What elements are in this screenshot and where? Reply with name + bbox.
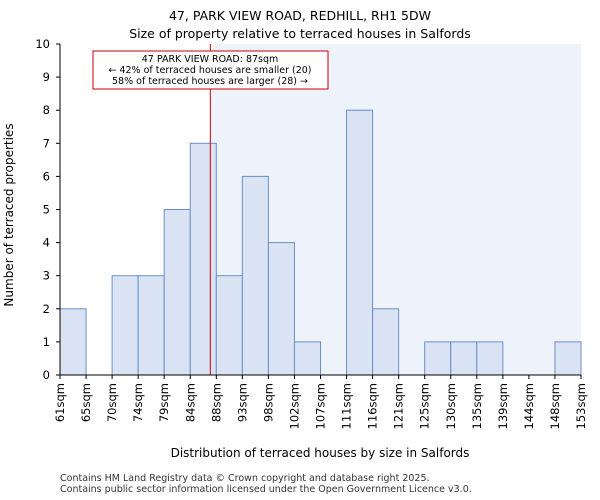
y-tick-label: 6 bbox=[43, 169, 50, 183]
y-tick-label: 0 bbox=[43, 368, 50, 382]
chart-title: 47, PARK VIEW ROAD, REDHILL, RH1 5DW bbox=[168, 8, 431, 23]
bar-79sqm bbox=[163, 209, 191, 376]
y-tick-label: 2 bbox=[43, 302, 50, 316]
x-tick-label: 61sqm bbox=[53, 383, 67, 422]
bar-148sqm bbox=[554, 341, 582, 376]
footer-line-1: Contains HM Land Registry data © Crown c… bbox=[60, 473, 430, 484]
y-tick-label: 8 bbox=[43, 103, 50, 117]
x-ticks-group: 61sqm 65sqm 70sqm 74sqm 79sqm 84sqm 88sqm 93sqm… bbox=[53, 375, 588, 429]
y-ticks-group: 0 1 2 3 4 5 6 7 8 9 10 bbox=[35, 37, 60, 382]
annotation-line-3: 58% of terraced houses are larger (28) → bbox=[112, 76, 308, 87]
bar-111sqm bbox=[346, 109, 374, 376]
annotation-line-1: 47 PARK VIEW ROAD: 87sqm bbox=[142, 54, 279, 65]
x-tick-label: 79sqm bbox=[157, 383, 171, 422]
x-axis-label: Distribution of terraced houses by size … bbox=[171, 446, 470, 460]
x-tick-label: 135sqm bbox=[470, 383, 484, 429]
y-tick-label: 4 bbox=[43, 236, 50, 250]
x-tick-label: 130sqm bbox=[444, 383, 458, 429]
x-tick-label: 70sqm bbox=[105, 383, 119, 422]
x-tick-label: 139sqm bbox=[496, 383, 510, 429]
bar-88sqm bbox=[215, 275, 243, 376]
bar-102sqm bbox=[293, 341, 322, 376]
footer-line-2: Contains public sector information licen… bbox=[60, 484, 472, 495]
bar-130sqm bbox=[450, 341, 478, 376]
bar-61sqm bbox=[59, 308, 87, 376]
annotation-line-2: ← 42% of terraced houses are smaller (20… bbox=[108, 65, 311, 76]
x-tick-label: 93sqm bbox=[235, 383, 249, 422]
y-tick-label: 10 bbox=[35, 37, 50, 51]
chart-subtitle: Size of property relative to terraced ho… bbox=[129, 26, 471, 41]
bar-116sqm bbox=[372, 308, 400, 376]
x-tick-label: 88sqm bbox=[209, 383, 223, 422]
bar-84sqm bbox=[189, 142, 217, 376]
bar-74sqm bbox=[137, 275, 165, 376]
x-tick-label: 116sqm bbox=[366, 383, 380, 429]
bar-98sqm bbox=[267, 242, 295, 376]
y-tick-label: 3 bbox=[43, 269, 50, 283]
x-tick-label: 74sqm bbox=[131, 383, 145, 422]
x-tick-label: 153sqm bbox=[574, 383, 588, 429]
x-tick-label: 84sqm bbox=[183, 383, 197, 422]
annotation-rect bbox=[92, 50, 329, 90]
bars-group bbox=[59, 109, 582, 376]
x-tick-label: 121sqm bbox=[392, 383, 406, 429]
y-tick-label: 5 bbox=[43, 203, 50, 217]
bar-135sqm bbox=[476, 341, 504, 376]
x-tick-label: 65sqm bbox=[79, 383, 93, 422]
y-axis-label: Number of terraced properties bbox=[2, 123, 16, 306]
x-tick-label: 111sqm bbox=[340, 383, 354, 429]
bar-125sqm bbox=[424, 341, 452, 376]
x-tick-label: 144sqm bbox=[522, 383, 536, 429]
y-tick-label: 7 bbox=[43, 136, 50, 150]
bar-93sqm bbox=[241, 175, 269, 376]
annotation-box: 47 PARK VIEW ROAD: 87sqm ← 42% of terrac… bbox=[92, 50, 329, 90]
x-tick-label: 125sqm bbox=[418, 383, 432, 429]
x-tick-label: 102sqm bbox=[287, 383, 301, 429]
y-tick-label: 9 bbox=[43, 70, 50, 84]
y-tick-label: 1 bbox=[43, 335, 50, 349]
bar-70sqm bbox=[111, 275, 139, 376]
x-tick-label: 107sqm bbox=[314, 383, 328, 429]
x-tick-label: 98sqm bbox=[261, 383, 275, 422]
x-tick-label: 148sqm bbox=[548, 383, 562, 429]
